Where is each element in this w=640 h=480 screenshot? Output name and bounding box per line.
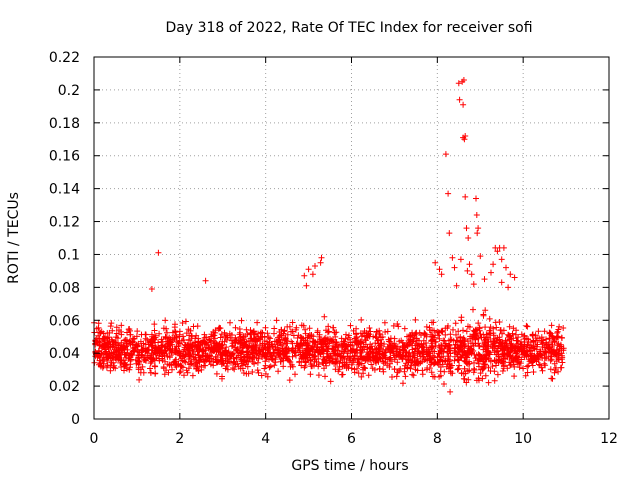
y-tick-labels: 0 0.02 0.04 0.06 0.08 0.1 0.12 0.14 0.16 0.18 0.2 0…: [49, 50, 80, 428]
y-tick-label: 0.14: [49, 182, 80, 198]
data-points: [91, 77, 567, 395]
x-tick-label: 0: [90, 431, 99, 447]
x-tick-label: 12: [600, 431, 618, 447]
y-tick-label: 0.22: [49, 50, 80, 66]
y-tick-label: 0.08: [49, 280, 80, 296]
x-tick-label: 10: [514, 431, 532, 447]
y-tick-label: 0.18: [49, 116, 80, 132]
axis-ticks: [93, 56, 610, 420]
y-tick-label: 0.16: [49, 149, 80, 165]
grid-lines: [94, 57, 609, 419]
x-tick-labels: 0 2 4 6 8 10 12: [90, 431, 618, 447]
y-tick-label: 0.2: [58, 83, 80, 99]
chart-title: Day 318 of 2022, Rate Of TEC Index for r…: [165, 20, 532, 36]
y-tick-label: 0: [71, 412, 80, 428]
y-tick-label: 0.02: [49, 379, 80, 395]
y-axis-label: ROTI / TECUs: [6, 192, 22, 284]
roti-series-markers: [91, 77, 567, 395]
x-tick-label: 2: [175, 431, 184, 447]
y-tick-label: 0.12: [49, 215, 80, 231]
x-tick-label: 4: [261, 431, 270, 447]
x-tick-label: 8: [433, 431, 442, 447]
x-axis-label: GPS time / hours: [291, 458, 408, 474]
x-tick-label: 6: [347, 431, 356, 447]
y-tick-label: 0.1: [58, 247, 80, 263]
y-tick-label: 0.06: [49, 313, 80, 329]
y-tick-label: 0.04: [49, 346, 80, 362]
